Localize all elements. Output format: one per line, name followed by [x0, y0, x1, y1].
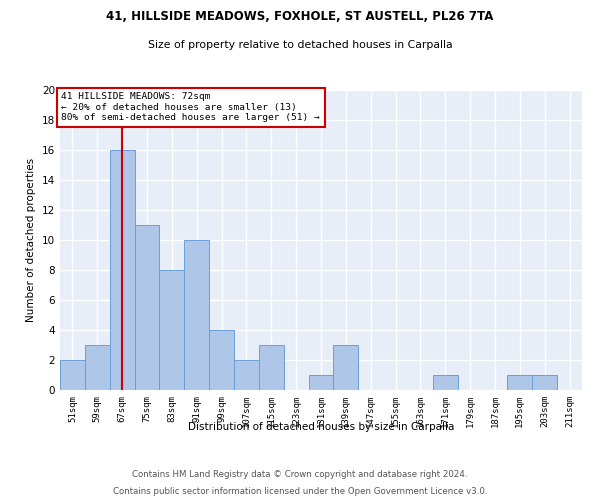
Bar — [134, 225, 160, 390]
Bar — [433, 375, 458, 390]
Bar — [184, 240, 209, 390]
Bar — [160, 270, 184, 390]
Bar — [508, 375, 532, 390]
Bar — [209, 330, 234, 390]
Text: Size of property relative to detached houses in Carpalla: Size of property relative to detached ho… — [148, 40, 452, 50]
Bar — [234, 360, 259, 390]
Text: Contains public sector information licensed under the Open Government Licence v3: Contains public sector information licen… — [113, 488, 487, 496]
Text: Distribution of detached houses by size in Carpalla: Distribution of detached houses by size … — [188, 422, 454, 432]
Text: 41 HILLSIDE MEADOWS: 72sqm
← 20% of detached houses are smaller (13)
80% of semi: 41 HILLSIDE MEADOWS: 72sqm ← 20% of deta… — [61, 92, 320, 122]
Bar — [334, 345, 358, 390]
Text: Contains HM Land Registry data © Crown copyright and database right 2024.: Contains HM Land Registry data © Crown c… — [132, 470, 468, 479]
Bar — [60, 360, 85, 390]
Bar — [259, 345, 284, 390]
Bar — [308, 375, 334, 390]
Bar — [110, 150, 134, 390]
Bar — [85, 345, 110, 390]
Bar — [532, 375, 557, 390]
Text: 41, HILLSIDE MEADOWS, FOXHOLE, ST AUSTELL, PL26 7TA: 41, HILLSIDE MEADOWS, FOXHOLE, ST AUSTEL… — [106, 10, 494, 23]
Y-axis label: Number of detached properties: Number of detached properties — [26, 158, 37, 322]
